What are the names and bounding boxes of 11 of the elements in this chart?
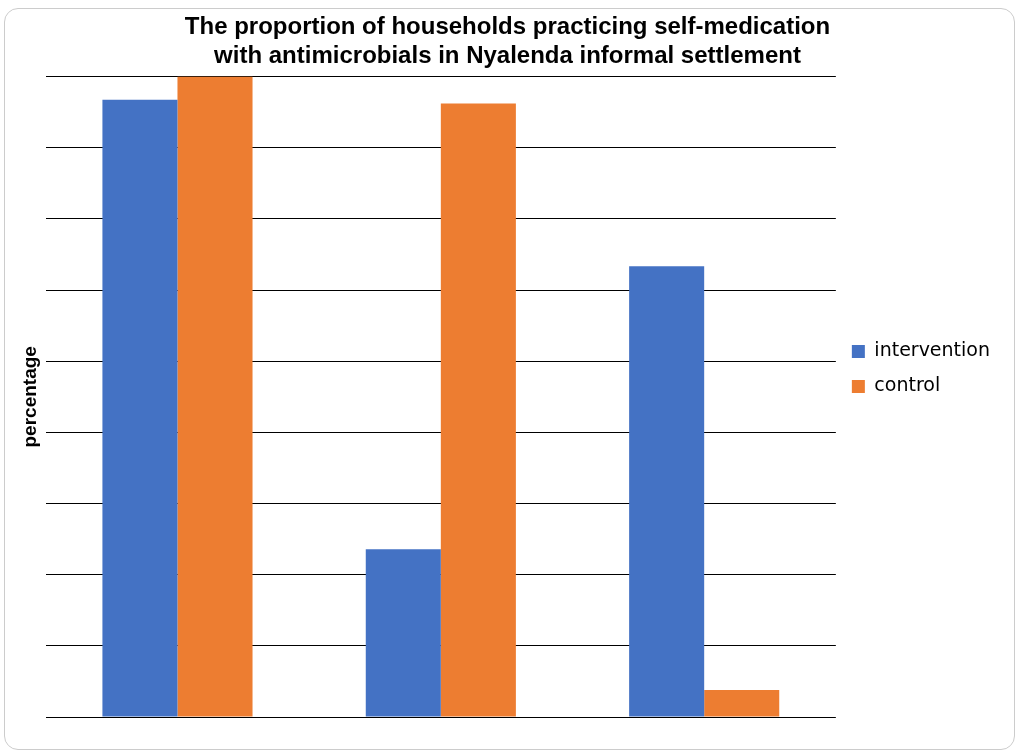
bar [629,266,705,717]
text: The proportion of households practicing self-medication [184,12,831,40]
text: with antimicrobials in Nyalenda informal settlement [214,40,801,68]
bar [177,76,253,717]
legend-label: intervention [874,338,991,361]
bar [704,690,780,717]
bar [365,549,441,717]
bar [440,103,516,717]
legend-label: control [874,373,941,396]
bar [102,99,178,717]
y-axis-title: percentage [18,346,40,448]
